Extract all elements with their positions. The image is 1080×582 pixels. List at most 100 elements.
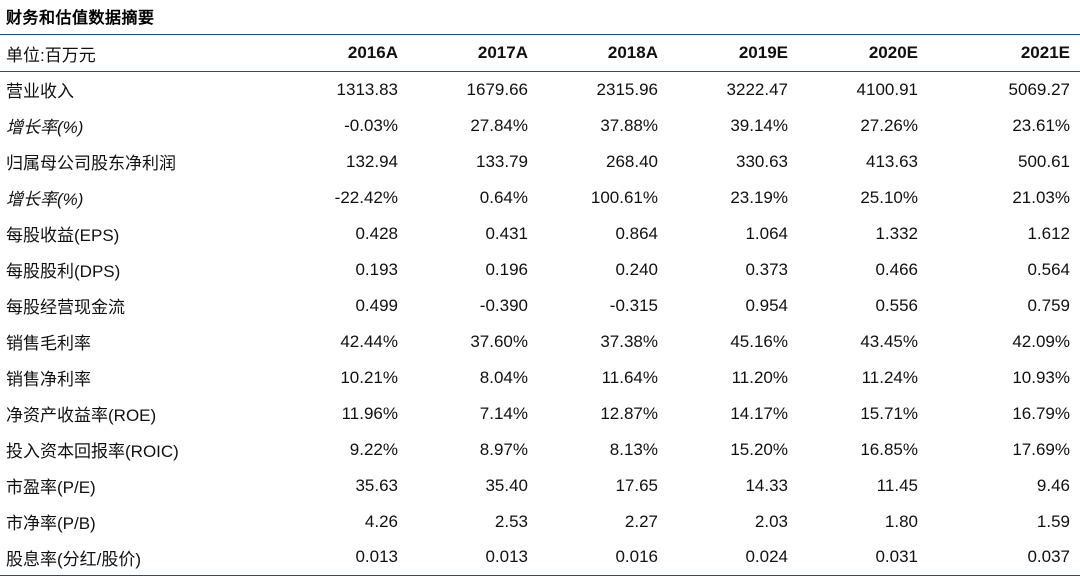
table-cell: -0.315 (609, 295, 658, 315)
row-label: 每股收益(EPS) (6, 226, 120, 245)
table-row: 销售净利率 10.21% 8.04% 11.64% 11.20% 11.24% 10.93% (0, 360, 1080, 396)
unit-label: 单位:百万元 (6, 45, 96, 65)
row-label: 投入资本回报率(ROIC) (6, 442, 179, 461)
table-cell: 21.03% (1012, 187, 1070, 207)
table-cell: 11.20% (731, 367, 788, 387)
table-cell: 11.45 (876, 475, 918, 495)
year-header: 2018A (607, 43, 658, 62)
table-cell: 0.428 (355, 223, 398, 243)
year-header: 2016A (347, 43, 398, 62)
table-cell: 25.10% (860, 187, 918, 207)
table-cell: 8.97% (479, 439, 528, 459)
table-cell: 7.14% (479, 403, 528, 423)
table-row: 归属母公司股东净利润 132.94 133.79 268.40 330.63 413.63… (0, 144, 1080, 180)
table-cell: 0.759 (1027, 295, 1070, 315)
year-header: 2021E (1020, 43, 1070, 62)
table-cell: 413.63 (866, 151, 918, 171)
row-label: 增长率(%) (6, 190, 84, 209)
row-label: 净资产收益率(ROE) (6, 406, 157, 425)
table-cell: 14.33 (745, 475, 788, 495)
table-cell: 0.556 (875, 295, 918, 315)
table-cell: 1.80 (884, 511, 918, 531)
table-cell: 15.20% (730, 439, 788, 459)
table-cell: 10.21% (340, 367, 398, 387)
table-cell: 17.65 (615, 475, 658, 495)
table-cell: 0.031 (875, 547, 918, 567)
row-label: 股息率(分红/股价) (6, 549, 142, 569)
table-cell: 1.612 (1027, 223, 1070, 243)
table-cell: 268.40 (606, 151, 658, 171)
table-cell: -22.42% (334, 187, 398, 207)
table-cell: 1.064 (745, 223, 788, 243)
table-cell: 0.016 (615, 547, 658, 567)
table-cell: 4.26 (364, 511, 398, 531)
table-cell: 17.69% (1012, 439, 1070, 459)
table-row: 股息率(分红/股价) 0.013 0.013 0.016 0.024 0.031 0.037 (0, 540, 1080, 576)
row-label: 营业收入 (6, 82, 74, 102)
table-cell: 330.63 (736, 151, 788, 171)
table-cell: 37.38% (600, 331, 658, 351)
table-row: 营业收入 1313.83 1679.66 2315.96 3222.47 4100.91 5… (0, 72, 1080, 108)
table-row: 销售毛利率 42.44% 37.60% 37.38% 45.16% 43.45% 42.09… (0, 324, 1080, 360)
table-row: 净资产收益率(ROE) 11.96% 7.14% 12.87% 14.17% 15.71%… (0, 396, 1080, 432)
table-cell: -0.03% (344, 115, 398, 135)
table-cell: 0.013 (485, 547, 528, 567)
table-cell: 2315.96 (596, 79, 658, 99)
table-cell: 8.04% (479, 367, 528, 387)
row-label: 每股经营现金流 (6, 298, 125, 317)
table-row: 每股股利(DPS) 0.193 0.196 0.240 0.373 0.466 0.564 (0, 252, 1080, 288)
table-cell: 27.84% (470, 115, 528, 135)
table-cell: 11.96% (341, 403, 398, 423)
row-label: 市盈率(P/E) (6, 478, 96, 497)
table-row: 增长率(%) -22.42% 0.64% 100.61% 23.19% 25.10% 21.… (0, 180, 1080, 216)
row-label: 销售净利率 (6, 370, 91, 389)
header-row: 单位:百万元 2016A 2017A 2018A 2019E 2020E 202… (0, 34, 1080, 72)
table-cell: 12.87% (600, 403, 658, 423)
table-cell: 0.037 (1027, 547, 1070, 567)
row-label: 归属母公司股东净利润 (6, 154, 176, 173)
row-label: 每股股利(DPS) (6, 262, 121, 281)
table-cell: 0.240 (615, 259, 658, 279)
table-row: 每股收益(EPS) 0.428 0.431 0.864 1.064 1.332 1.612 (0, 216, 1080, 252)
table-cell: 1.59 (1036, 511, 1070, 531)
table-cell: 39.14% (730, 115, 788, 135)
table-cell: 1679.66 (466, 79, 528, 99)
table-title: 财务和估值数据摘要 (6, 10, 155, 27)
table-cell: 42.09% (1012, 331, 1070, 351)
table-cell: 0.864 (615, 223, 658, 243)
table-cell: 0.013 (355, 547, 398, 567)
year-header: 2019E (738, 43, 788, 62)
table-cell: 0.431 (485, 223, 528, 243)
table-row: 市净率(P/B) 4.26 2.53 2.27 2.03 1.80 1.59 (0, 504, 1080, 540)
table-cell: 37.60% (470, 331, 528, 351)
table-cell: 0.024 (745, 547, 788, 567)
table-row: 每股经营现金流 0.499 -0.390 -0.315 0.954 0.556 0.759 (0, 288, 1080, 324)
table-row: 市盈率(P/E) 35.63 35.40 17.65 14.33 11.45 9.46 (0, 468, 1080, 504)
table-body: 营业收入 1313.83 1679.66 2315.96 3222.47 4100.91 5… (0, 72, 1080, 576)
table-cell: 1313.83 (336, 79, 398, 99)
row-label: 增长率(%) (6, 118, 84, 137)
table-cell: 14.17% (730, 403, 788, 423)
table-cell: 2.27 (624, 511, 658, 531)
table-cell: -0.390 (479, 295, 528, 315)
table-row: 投入资本回报率(ROIC) 9.22% 8.97% 8.13% 15.20% 16.85%… (0, 432, 1080, 468)
row-label: 销售毛利率 (6, 334, 91, 353)
table-cell: 27.26% (860, 115, 918, 135)
table-cell: 8.13% (609, 439, 658, 459)
table-cell: 45.16% (730, 331, 788, 351)
table-cell: 0.196 (485, 259, 528, 279)
table-cell: 0.373 (745, 259, 788, 279)
table-cell: 100.61% (590, 187, 658, 207)
table-cell: 11.64% (601, 367, 658, 387)
table-cell: 2.53 (494, 511, 528, 531)
financial-summary-table: 单位:百万元 2016A 2017A 2018A 2019E 2020E 202… (0, 34, 1080, 576)
table-cell: 23.61% (1012, 115, 1070, 135)
table-cell: 133.79 (476, 151, 528, 171)
table-cell: 0.954 (745, 295, 788, 315)
year-header: 2020E (868, 43, 918, 62)
table-cell: 15.71% (860, 403, 918, 423)
table-cell: 23.19% (730, 187, 788, 207)
table-cell: 0.564 (1027, 259, 1070, 279)
table-cell: 11.24% (861, 367, 918, 387)
table-row: 增长率(%) -0.03% 27.84% 37.88% 39.14% 27.26% 23.6… (0, 108, 1080, 144)
